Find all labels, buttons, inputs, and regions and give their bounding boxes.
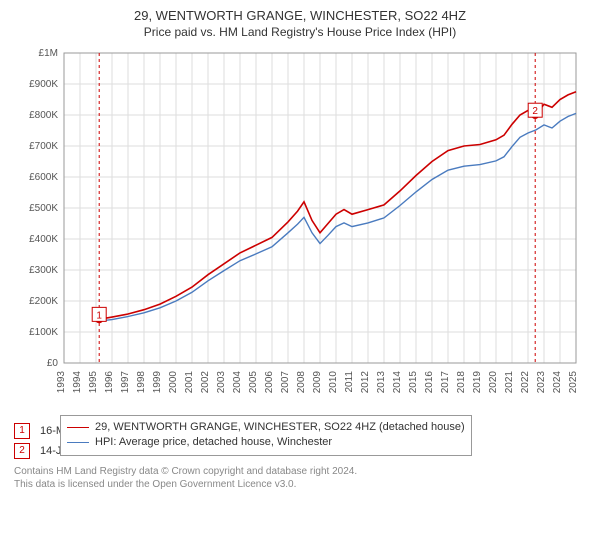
svg-text:1995: 1995 — [88, 371, 99, 394]
svg-text:2024: 2024 — [552, 371, 563, 394]
svg-text:2010: 2010 — [328, 371, 339, 394]
legend-swatch — [67, 442, 89, 443]
svg-text:2022: 2022 — [520, 371, 531, 394]
svg-text:2021: 2021 — [504, 371, 515, 394]
svg-text:£100K: £100K — [29, 327, 58, 338]
svg-text:2001: 2001 — [184, 371, 195, 394]
svg-text:1994: 1994 — [72, 371, 83, 394]
svg-text:2003: 2003 — [216, 371, 227, 394]
svg-text:£1M: £1M — [39, 48, 58, 59]
svg-text:2: 2 — [532, 106, 538, 117]
footer-line-2: This data is licensed under the Open Gov… — [14, 478, 586, 491]
svg-text:1999: 1999 — [152, 371, 163, 394]
svg-text:2009: 2009 — [312, 371, 323, 394]
svg-text:1998: 1998 — [136, 371, 147, 394]
svg-text:1993: 1993 — [56, 371, 67, 394]
svg-text:2020: 2020 — [488, 371, 499, 394]
legend-label: 29, WENTWORTH GRANGE, WINCHESTER, SO22 4… — [95, 421, 465, 433]
root: 29, WENTWORTH GRANGE, WINCHESTER, SO22 4… — [0, 0, 600, 560]
transaction-marker: 1 — [14, 423, 30, 439]
svg-text:£400K: £400K — [29, 234, 58, 245]
svg-text:£900K: £900K — [29, 79, 58, 90]
legend-item: 29, WENTWORTH GRANGE, WINCHESTER, SO22 4… — [67, 420, 465, 435]
svg-text:£600K: £600K — [29, 172, 58, 183]
svg-text:2013: 2013 — [376, 371, 387, 394]
svg-text:£700K: £700K — [29, 141, 58, 152]
svg-text:£500K: £500K — [29, 203, 58, 214]
svg-text:£200K: £200K — [29, 296, 58, 307]
line-chart: £0 £100K £200K £300K £400K £500K £600K £700K £80… — [14, 45, 586, 415]
svg-text:2004: 2004 — [232, 371, 243, 394]
svg-text:1997: 1997 — [120, 371, 131, 394]
legend-swatch — [67, 427, 89, 428]
page-title: 29, WENTWORTH GRANGE, WINCHESTER, SO22 4… — [14, 8, 586, 23]
svg-text:2006: 2006 — [264, 371, 275, 394]
svg-text:2019: 2019 — [472, 371, 483, 394]
svg-text:2012: 2012 — [360, 371, 371, 394]
page-subtitle: Price paid vs. HM Land Registry's House … — [14, 25, 586, 39]
footer-line-1: Contains HM Land Registry data © Crown c… — [14, 465, 586, 478]
svg-text:1: 1 — [96, 310, 102, 321]
svg-text:2005: 2005 — [248, 371, 259, 394]
legend-item: HPI: Average price, detached house, Winc… — [67, 435, 465, 450]
svg-text:£0: £0 — [47, 358, 59, 369]
svg-text:1996: 1996 — [104, 371, 115, 394]
svg-text:2008: 2008 — [296, 371, 307, 394]
svg-text:2018: 2018 — [456, 371, 467, 394]
svg-text:2025: 2025 — [568, 371, 579, 394]
svg-text:2016: 2016 — [424, 371, 435, 394]
svg-text:2002: 2002 — [200, 371, 211, 394]
chart-area: £0 £100K £200K £300K £400K £500K £600K £700K £80… — [14, 45, 586, 415]
svg-text:2015: 2015 — [408, 371, 419, 394]
svg-text:2014: 2014 — [392, 371, 403, 394]
svg-text:2017: 2017 — [440, 371, 451, 394]
svg-text:2000: 2000 — [168, 371, 179, 394]
svg-text:2007: 2007 — [280, 371, 291, 394]
legend-label: HPI: Average price, detached house, Winc… — [95, 436, 332, 448]
svg-text:£300K: £300K — [29, 265, 58, 276]
legend-box: 29, WENTWORTH GRANGE, WINCHESTER, SO22 4… — [60, 415, 472, 456]
footer-attribution: Contains HM Land Registry data © Crown c… — [14, 465, 586, 491]
svg-text:2023: 2023 — [536, 371, 547, 394]
svg-text:2011: 2011 — [344, 371, 355, 393]
svg-text:£800K: £800K — [29, 110, 58, 121]
transaction-marker: 2 — [14, 443, 30, 459]
